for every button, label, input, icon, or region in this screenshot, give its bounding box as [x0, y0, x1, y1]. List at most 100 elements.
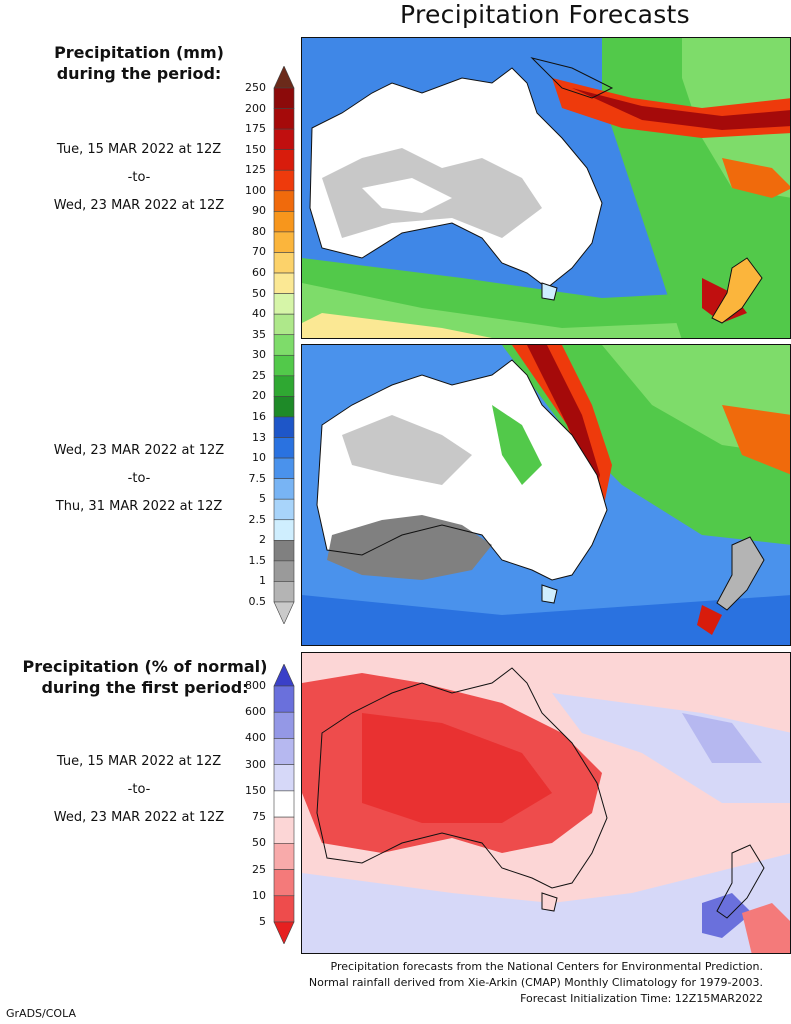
mm-colorbar-swatch — [273, 581, 295, 603]
mm-colorbar-tick-label: 90 — [252, 204, 266, 218]
mm-colorbar-tick-label: 25 — [252, 368, 266, 382]
period3-end: Wed, 23 MAR 2022 at 12Z — [53, 810, 225, 825]
mm-panel-title: Precipitation (mm) during the period: — [14, 42, 264, 84]
mm-colorbar-swatch — [273, 478, 295, 500]
pct-colorbar-tick-label: 300 — [245, 757, 266, 771]
mm-colorbar-swatch — [273, 231, 295, 253]
mm-colorbar-swatch — [273, 169, 295, 192]
pct-colorbar-swatch — [273, 816, 295, 844]
mm-colorbar-swatch — [273, 211, 295, 233]
map-panel-period2 — [301, 344, 791, 646]
mm-colorbar-tick-label: 2.5 — [248, 512, 267, 526]
pct-colorbar-tick-label: 25 — [252, 862, 266, 876]
mm-colorbar-tick-label: 10 — [252, 451, 266, 465]
footer-line3: Forecast Initialization Time: 12Z15MAR20… — [520, 992, 763, 1005]
mm-colorbar-tick-label: 80 — [252, 224, 266, 238]
pct-colorbar — [273, 664, 295, 944]
mm-colorbar-tick-label: 16 — [252, 409, 266, 423]
mm-colorbar-tick-label: 13 — [252, 430, 266, 444]
mm-colorbar-tick-label: 150 — [245, 142, 266, 156]
period1-start: Tue, 15 MAR 2022 at 12Z — [56, 142, 222, 157]
mm-colorbar-tick-label: 40 — [252, 307, 266, 321]
period2-end: Thu, 31 MAR 2022 at 12Z — [55, 499, 223, 514]
mm-colorbar-tick-label: 35 — [252, 327, 266, 341]
pct-colorbar-swatch — [273, 738, 295, 765]
mm-colorbar-swatch — [273, 272, 295, 294]
mm-colorbar-swatch — [273, 252, 295, 274]
mm-colorbar-tick-label: 7.5 — [248, 471, 267, 485]
mm-colorbar-tick-label: 2 — [259, 533, 266, 547]
footer-line1: Precipitation forecasts from the Nationa… — [330, 960, 764, 973]
mm-colorbar-tick-label: 175 — [245, 122, 266, 136]
precip-map-period1 — [302, 38, 790, 338]
mm-colorbar-swatch — [273, 87, 295, 109]
pct-colorbar-tick-label: 10 — [252, 888, 266, 902]
map-panel-percent-normal — [301, 652, 791, 954]
pct-colorbar-swatch — [273, 843, 295, 870]
mm-colorbar-tick-label: 30 — [252, 348, 266, 362]
pct-title-line2: during the first period: — [41, 678, 249, 697]
mm-title-line2: during the period: — [56, 64, 222, 83]
mm-colorbar-tick-label: 100 — [245, 183, 266, 197]
pct-colorbar-tick-label: 600 — [245, 705, 266, 719]
mm-colorbar-tick-label: 125 — [245, 163, 266, 177]
mm-colorbar-tick-label: 1.5 — [248, 553, 267, 567]
mm-colorbar-swatch — [273, 540, 295, 562]
mm-colorbar-swatch — [273, 313, 295, 336]
grads-credit: GrADS/COLA — [6, 1007, 76, 1020]
mm-colorbar-tick-label: 70 — [252, 245, 266, 259]
pct-colorbar-tick-label: 5 — [259, 915, 266, 928]
pct-colorbar-swatch — [273, 895, 295, 923]
mm-colorbar-tick-label: 50 — [252, 286, 266, 300]
pct-colorbar-swatch — [273, 869, 295, 897]
mm-colorbar-swatch — [273, 354, 295, 377]
mm-colorbar-swatch — [273, 334, 295, 356]
map-panel-period1 — [301, 37, 791, 339]
period2-sep: -to- — [127, 471, 151, 486]
pct-colorbar-top-arrow — [273, 664, 295, 687]
pct-panel-title: Precipitation (% of normal) during the f… — [14, 656, 276, 698]
mm-colorbar-swatch — [273, 396, 295, 418]
mm-colorbar-swatch — [273, 416, 295, 438]
period3-start: Tue, 15 MAR 2022 at 12Z — [56, 754, 222, 769]
mm-colorbar — [273, 66, 295, 624]
mm-colorbar-bottom-arrow — [273, 601, 295, 624]
mm-colorbar-swatch — [273, 375, 295, 397]
pct-colorbar-tick-label: 75 — [252, 810, 266, 824]
mm-title-line1: Precipitation (mm) — [54, 43, 224, 62]
mm-colorbar-swatch — [273, 437, 295, 459]
pct-colorbar-swatch — [273, 685, 295, 713]
pct-colorbar-bottom-arrow — [273, 921, 295, 944]
precip-map-period2 — [302, 345, 790, 645]
mm-colorbar-tick-label: 250 — [245, 81, 266, 94]
pct-colorbar-swatch — [273, 711, 295, 739]
pct-colorbar-tick-label: 400 — [245, 731, 266, 745]
mm-colorbar-swatch — [273, 519, 295, 541]
mm-colorbar-swatch — [273, 498, 295, 521]
pct-colorbar-swatch — [273, 764, 295, 792]
mm-colorbar-swatch — [273, 149, 295, 171]
pct-title-line1: Precipitation (% of normal) — [22, 657, 268, 676]
mm-colorbar-tick-label: 60 — [252, 266, 266, 280]
pct-colorbar-tick-label: 50 — [252, 836, 266, 850]
period3-sep: -to- — [127, 782, 151, 797]
period1-end: Wed, 23 MAR 2022 at 12Z — [53, 198, 225, 213]
footer-notes: Precipitation forecasts from the Nationa… — [243, 959, 763, 1007]
period2-start: Wed, 23 MAR 2022 at 12Z — [53, 443, 225, 458]
pct-colorbar-tick-label: 800 — [245, 679, 266, 692]
mm-colorbar-tick-label: 20 — [252, 389, 266, 403]
period1-sep: -to- — [127, 170, 151, 185]
footer-line2: Normal rainfall derived from Xie-Arkin (… — [308, 976, 763, 989]
mm-colorbar-tick-label: 200 — [245, 101, 266, 115]
mm-colorbar-swatch — [273, 293, 295, 315]
mm-colorbar-top-arrow — [273, 66, 295, 89]
page-title: Precipitation Forecasts — [400, 0, 690, 29]
mm-colorbar-swatch — [273, 560, 295, 582]
mm-colorbar-tick-label: 1 — [259, 574, 266, 588]
mm-colorbar-swatch — [273, 457, 295, 479]
mm-colorbar-tick-label: 5 — [259, 492, 266, 506]
mm-colorbar-swatch — [273, 108, 295, 130]
mm-colorbar-tick-label: 0.5 — [248, 595, 267, 608]
percent-normal-map — [302, 653, 790, 953]
mm-colorbar-swatch — [273, 128, 295, 150]
